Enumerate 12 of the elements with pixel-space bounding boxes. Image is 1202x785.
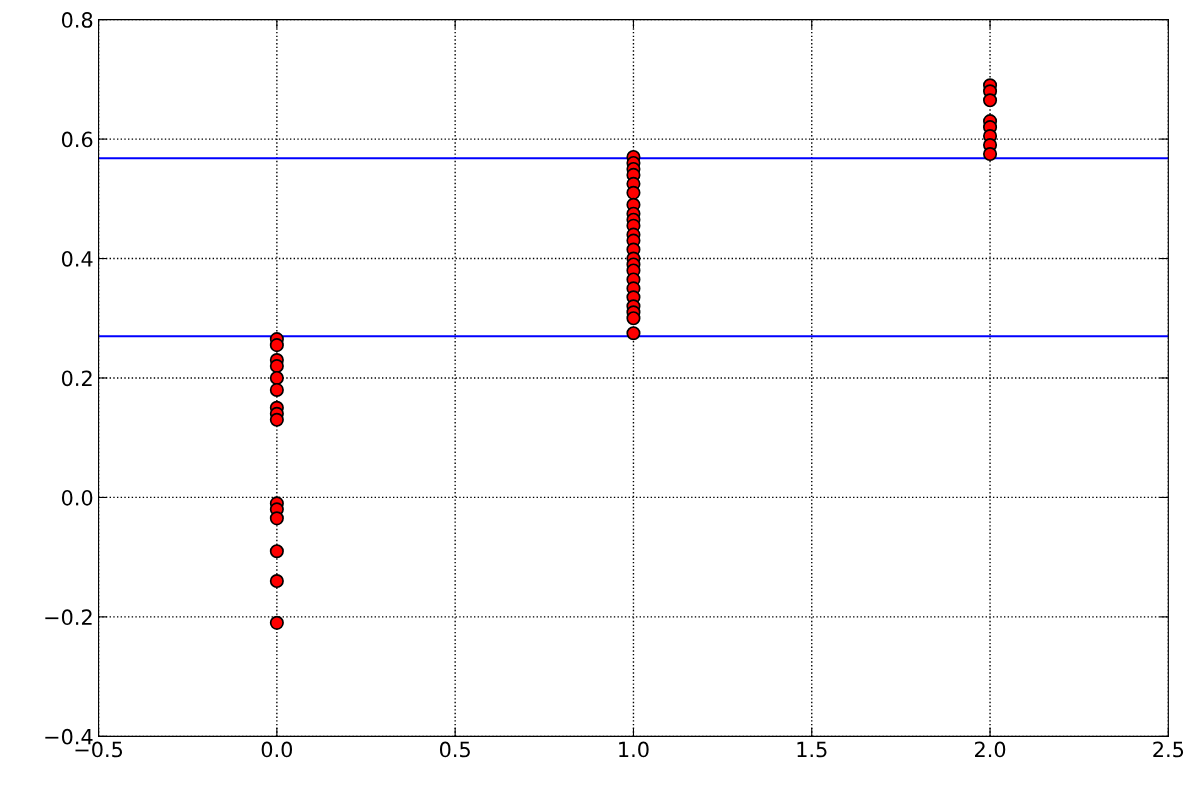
x-tick-label: 1.0 bbox=[619, 741, 649, 758]
y-tick-label: 0.2 bbox=[61, 370, 92, 387]
x-tick-label: 2.0 bbox=[975, 741, 1006, 758]
y-tick-label: −0.2 bbox=[45, 609, 92, 626]
y-tick-label: 0.0 bbox=[61, 489, 93, 506]
y-tick-label: 0.4 bbox=[61, 250, 93, 267]
x-tick-label: 0.5 bbox=[439, 741, 470, 758]
y-tick-label: 0.6 bbox=[61, 131, 93, 148]
y-tick-label: 0.8 bbox=[61, 12, 93, 28]
x-tick-label: 0.0 bbox=[261, 741, 293, 758]
x-tick-label: 1.5 bbox=[797, 741, 827, 758]
x-tick-label: 2.5 bbox=[1153, 741, 1184, 758]
